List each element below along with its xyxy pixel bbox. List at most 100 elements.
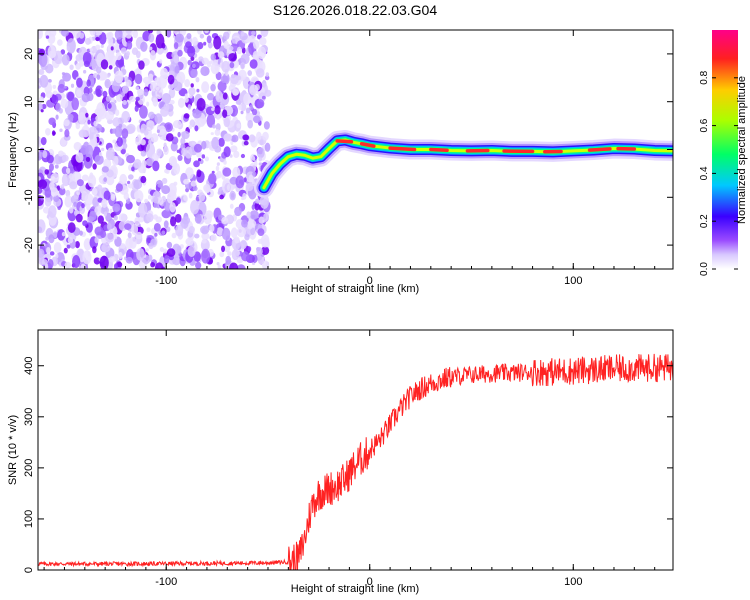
noise-blob	[63, 119, 70, 127]
noise-blob	[170, 142, 178, 152]
noise-blob	[38, 179, 48, 190]
noise-blob	[61, 154, 69, 162]
noise-blob	[95, 115, 102, 123]
noise-blob	[225, 255, 232, 265]
noise-blob	[184, 97, 189, 103]
noise-blob	[177, 49, 183, 57]
noise-blob	[124, 223, 132, 231]
noise-blob	[153, 222, 161, 232]
noise-blob	[217, 80, 227, 92]
noise-blob	[92, 197, 99, 208]
noise-blob	[119, 173, 127, 185]
noise-blob	[217, 264, 221, 269]
noise-blob	[169, 99, 175, 105]
noise-blob	[193, 251, 201, 262]
noise-blob	[46, 247, 51, 255]
noise-blob	[187, 59, 192, 66]
noise-blob	[261, 246, 270, 255]
noise-blob	[170, 216, 177, 227]
noise-blob	[233, 150, 240, 159]
noise-blob	[135, 231, 143, 240]
noise-blob	[38, 52, 48, 67]
noise-blob	[110, 97, 115, 103]
noise-blob	[161, 266, 166, 269]
noise-blob	[251, 155, 256, 161]
noise-blob	[247, 246, 252, 252]
noise-blob	[222, 109, 228, 119]
noise-blob	[39, 74, 49, 88]
noise-blob	[236, 123, 241, 129]
noise-blob	[126, 40, 133, 50]
noise-blob	[246, 211, 251, 219]
noise-blob	[48, 163, 54, 172]
noise-blob	[243, 140, 249, 146]
noise-blob	[189, 119, 196, 128]
noise-blob	[116, 261, 123, 268]
noise-blob	[243, 93, 251, 106]
noise-blob	[247, 119, 254, 129]
noise-blob	[198, 192, 206, 202]
noise-blob	[244, 233, 250, 241]
noise-blob	[120, 47, 127, 54]
noise-blob	[40, 136, 47, 146]
noise-blob	[127, 232, 132, 239]
noise-blob	[174, 213, 182, 223]
noise-blob	[113, 263, 118, 269]
noise-blob	[66, 38, 76, 54]
noise-blob	[173, 54, 179, 64]
noise-blob	[184, 146, 193, 159]
noise-blob	[257, 99, 265, 109]
noise-blob	[109, 208, 113, 213]
noise-blob	[94, 236, 99, 244]
noise-blob	[231, 249, 239, 261]
noise-blob	[221, 216, 229, 225]
noise-blob	[176, 71, 186, 85]
noise-blob	[210, 132, 214, 136]
noise-blob	[97, 215, 104, 224]
noise-blob	[194, 125, 199, 132]
noise-blob	[168, 156, 177, 167]
noise-blob	[100, 59, 109, 70]
noise-blob	[80, 263, 87, 269]
noise-blob	[81, 174, 89, 181]
bottom-x-tick-label: -100	[155, 576, 177, 588]
noise-blob	[53, 231, 58, 239]
noise-blob	[242, 134, 249, 141]
noise-blob	[264, 142, 271, 152]
noise-blob	[240, 239, 247, 250]
noise-blob	[68, 173, 75, 180]
noise-blob	[48, 234, 55, 244]
noise-blob	[210, 62, 220, 75]
noise-blob	[147, 73, 154, 82]
noise-blob	[172, 120, 182, 129]
noise-blob	[248, 134, 256, 143]
noise-blob	[203, 41, 207, 46]
noise-blob	[45, 35, 50, 39]
noise-blob	[215, 123, 221, 132]
noise-blob	[89, 210, 97, 221]
noise-blob	[38, 176, 41, 181]
noise-blob	[252, 50, 259, 61]
noise-blob	[98, 32, 107, 45]
noise-blob	[61, 54, 70, 66]
noise-blob	[101, 166, 109, 173]
noise-blob	[64, 129, 70, 138]
noise-blob	[256, 247, 263, 256]
noise-blob	[159, 59, 163, 64]
noise-blob	[57, 150, 64, 157]
noise-blob	[206, 114, 216, 128]
noise-blob	[229, 61, 235, 69]
noise-blob	[135, 50, 141, 59]
noise-blob	[53, 242, 62, 254]
noise-blob	[229, 154, 233, 158]
noise-blob	[193, 143, 203, 153]
noise-blob	[238, 104, 242, 111]
noise-blob	[173, 163, 181, 175]
noise-blob	[211, 136, 220, 150]
noise-blob	[211, 124, 217, 129]
bottom-y-tick-label: 100	[23, 510, 35, 528]
colorbar-tick-label: 0.0	[699, 262, 710, 276]
noise-blob	[114, 30, 123, 40]
noise-blob	[240, 31, 245, 37]
noise-blob	[146, 213, 154, 223]
